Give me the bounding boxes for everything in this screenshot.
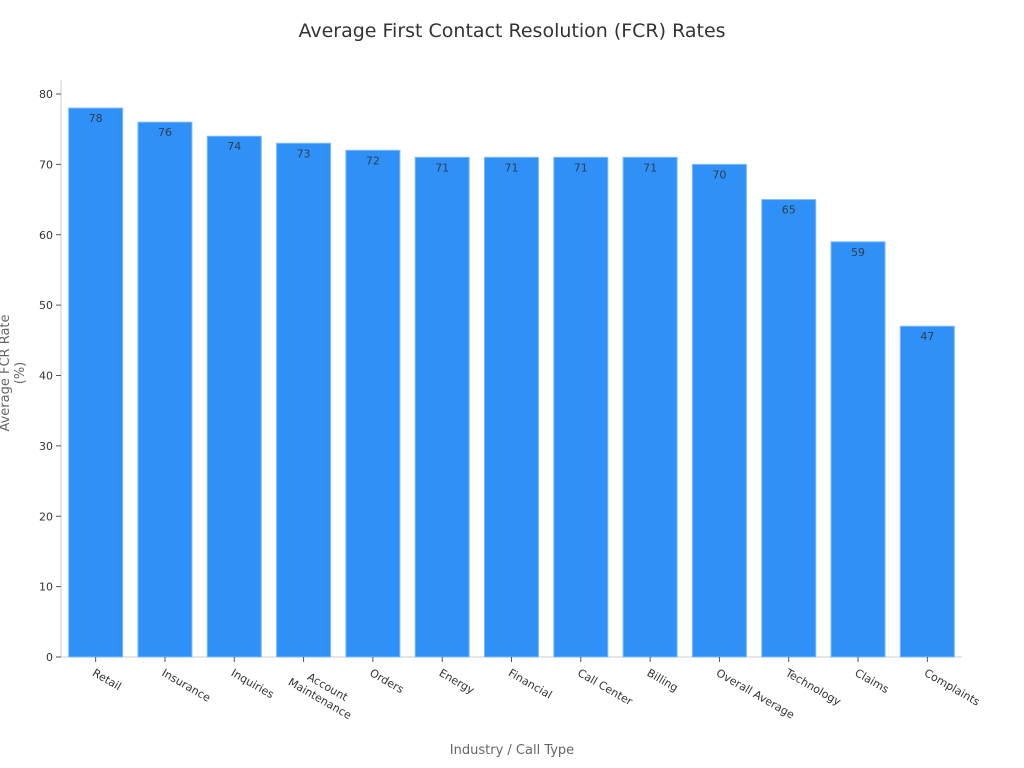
- bar-value-label: 71: [574, 161, 588, 174]
- bar-value-label: 70: [712, 168, 726, 181]
- bar-value-label: 47: [920, 330, 934, 343]
- x-tick-label: Energy: [437, 666, 477, 697]
- x-axis-label: Industry / Call Type: [449, 743, 575, 758]
- bar[interactable]: [899, 325, 955, 658]
- bar-value-label: 78: [89, 112, 103, 125]
- bar-value-label: 71: [505, 161, 519, 174]
- x-tick-label: Call Center: [575, 666, 635, 708]
- bar[interactable]: [137, 121, 193, 658]
- bar-value-label: 73: [297, 147, 311, 160]
- x-tick-label: Billing: [645, 666, 681, 694]
- bar-value-label: 71: [435, 161, 449, 174]
- bar[interactable]: [622, 156, 678, 658]
- bar[interactable]: [68, 107, 124, 658]
- bar[interactable]: [761, 199, 817, 658]
- y-tick-label: 10: [39, 581, 53, 594]
- x-tick-label: Technology: [782, 666, 843, 709]
- y-tick-label: 40: [39, 370, 53, 383]
- y-tick-label: 0: [46, 651, 53, 664]
- bar-value-label: 59: [851, 246, 865, 259]
- bar-value-label: 71: [643, 161, 657, 174]
- bar[interactable]: [830, 241, 886, 658]
- y-tick-label: 50: [39, 299, 53, 312]
- y-tick-label: 30: [39, 440, 53, 453]
- bar[interactable]: [345, 149, 401, 658]
- y-tick-label: 20: [39, 510, 53, 523]
- x-tick-label: AccountMaintenance: [286, 663, 361, 722]
- bar[interactable]: [276, 142, 332, 658]
- bar-value-label: 65: [782, 204, 796, 217]
- bar[interactable]: [206, 135, 262, 658]
- bar-value-label: 76: [158, 126, 172, 139]
- y-tick-label: 70: [39, 158, 53, 171]
- bar[interactable]: [414, 156, 470, 658]
- bar[interactable]: [553, 156, 609, 658]
- y-tick-label: 80: [39, 88, 53, 101]
- bar-value-label: 74: [227, 140, 241, 153]
- x-tick-label: Claims: [853, 666, 892, 696]
- x-tick-label: Orders: [367, 666, 406, 696]
- y-tick-label: 60: [39, 229, 53, 242]
- x-tick-label: Retail: [90, 666, 123, 693]
- x-tick-label: Financial: [506, 666, 554, 701]
- x-tick-label: Complaints: [922, 666, 982, 708]
- x-tick-label: Inquiries: [229, 666, 277, 701]
- bar-value-label: 72: [366, 154, 380, 167]
- chart-title: Average First Contact Resolution (FCR) R…: [298, 20, 726, 42]
- bar[interactable]: [484, 156, 539, 658]
- bar[interactable]: [691, 163, 747, 658]
- x-tick-label: Insurance: [159, 666, 212, 704]
